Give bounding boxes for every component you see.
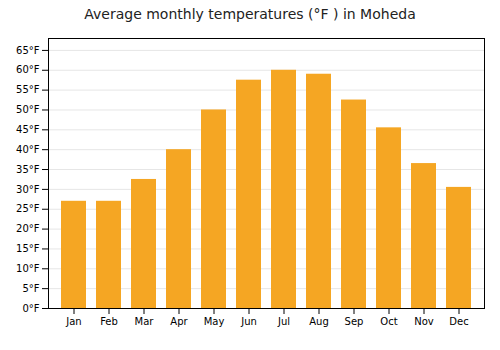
svg-text:5°F: 5°F bbox=[22, 283, 39, 294]
html-text:Average monthly temperatures (: Average monthly temperatures (°F ) in Mo… bbox=[84, 6, 416, 22]
svg-text:Mar: Mar bbox=[135, 316, 155, 327]
svg-text:25°F: 25°F bbox=[16, 203, 40, 214]
svg-text:Dec: Dec bbox=[449, 316, 468, 327]
svg-text:Aug: Aug bbox=[309, 316, 329, 327]
svg-text:45°F: 45°F bbox=[16, 124, 40, 135]
svg-text:15°F: 15°F bbox=[16, 243, 40, 254]
svg-text:Nov: Nov bbox=[414, 316, 434, 327]
svg-text:Jun: Jun bbox=[240, 316, 257, 327]
svg-text:Oct: Oct bbox=[380, 316, 397, 327]
svg-text:20°F: 20°F bbox=[16, 223, 40, 234]
svg-text:60°F: 60°F bbox=[16, 64, 40, 75]
svg-text:Apr: Apr bbox=[170, 316, 188, 327]
svg-text:40°F: 40°F bbox=[16, 144, 40, 155]
svg-text:Sep: Sep bbox=[345, 316, 364, 327]
svg-text:0°F: 0°F bbox=[22, 303, 39, 314]
svg-text:Jul: Jul bbox=[277, 316, 290, 327]
svg-text:65°F: 65°F bbox=[16, 45, 40, 56]
svg-text:10°F: 10°F bbox=[16, 263, 40, 274]
svg-text:35°F: 35°F bbox=[16, 164, 40, 175]
svg-text:30°F: 30°F bbox=[16, 184, 40, 195]
svg-text:May: May bbox=[204, 316, 225, 327]
svg-text:Jan: Jan bbox=[65, 316, 81, 327]
svg-text:55°F: 55°F bbox=[16, 84, 40, 95]
svg-text:Feb: Feb bbox=[100, 316, 118, 327]
svg-text:50°F: 50°F bbox=[16, 104, 40, 115]
